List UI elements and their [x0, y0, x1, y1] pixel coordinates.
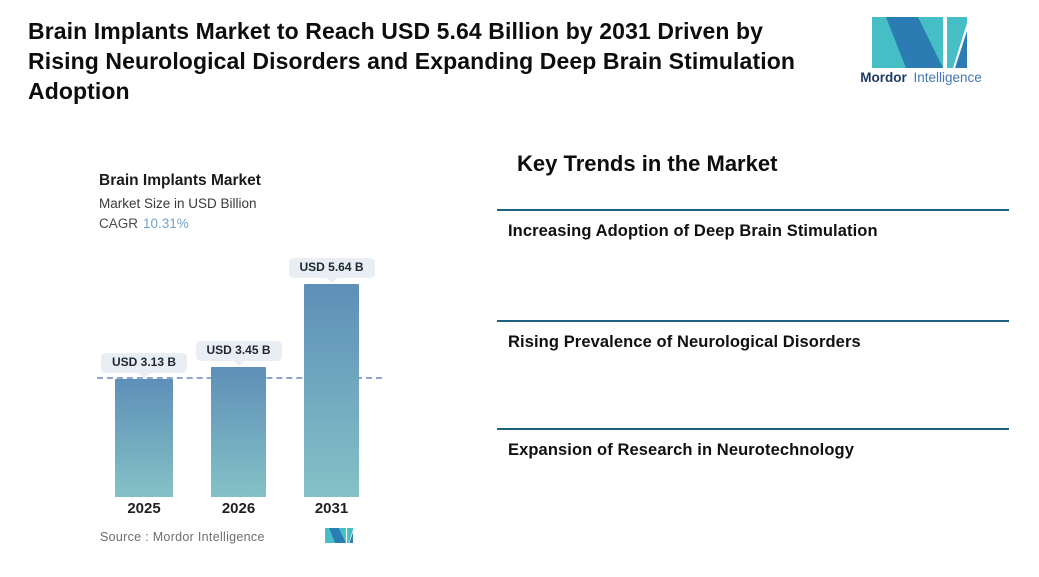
brand-wordmark: Mordor Intelligence	[856, 70, 986, 85]
chart-subtitle: Market Size in USD Billion	[99, 196, 257, 211]
source-text: Source : Mordor Intelligence	[100, 530, 265, 544]
bar-value-label: USD 3.45 B	[195, 341, 282, 361]
trends-heading: Key Trends in the Market	[517, 151, 778, 176]
mordor-intelligence-logo: Mordor Intelligence	[856, 17, 986, 85]
trend-row-3: Expansion of Research in Neurotechnology	[497, 428, 1009, 518]
trends-list: Increasing Adoption of Deep Brain Stimul…	[497, 209, 1009, 518]
x-axis-label: 2031	[314, 500, 349, 517]
bar-2026	[211, 367, 266, 497]
page-title-line-2: Rising Neurological Disorders and Expand…	[28, 48, 795, 74]
bar-value-label: USD 5.64 B	[288, 258, 375, 278]
mordor-intelligence-mini-logo-icon	[325, 528, 353, 543]
bar-2031	[304, 284, 359, 497]
trend-row-1: Increasing Adoption of Deep Brain Stimul…	[497, 209, 1009, 320]
bar-value-label: USD 3.13 B	[100, 353, 188, 373]
chart-source: Source : Mordor Intelligence	[100, 528, 400, 546]
chart-header: Brain Implants Market Market Size in USD…	[99, 172, 261, 231]
cagr-label: CAGR	[99, 216, 139, 231]
brand-wordmark-bold: Mordor	[860, 70, 907, 85]
bar-chart-plot: USD 3.13 B 2025 USD 3.45 B 2026 USD 5.64 B 20…	[0, 0, 440, 577]
cagr-value: 10.31%	[143, 216, 189, 231]
brand-wordmark-light: Intelligence	[913, 70, 982, 85]
chart-cagr: CAGR 10.31%	[99, 216, 261, 231]
trend-item-label: Increasing Adoption of Deep Brain Stimul…	[508, 222, 878, 240]
page-title: Brain Implants Market to Reach USD 5.64 …	[28, 16, 858, 106]
trend-item-label: Rising Prevalence of Neurological Disord…	[508, 333, 861, 351]
page-title-line-3: Adoption	[28, 78, 130, 104]
page-title-line-1: Brain Implants Market to Reach USD 5.64 …	[28, 18, 764, 44]
trend-item-label: Expansion of Research in Neurotechnology	[508, 441, 854, 459]
x-axis-label: 2026	[221, 500, 256, 517]
chart-title: Brain Implants Market	[99, 172, 261, 189]
x-axis-label: 2025	[127, 500, 161, 517]
trend-row-2: Rising Prevalence of Neurological Disord…	[497, 320, 1009, 428]
mordor-intelligence-logo-icon	[872, 17, 967, 68]
bar-2025	[115, 379, 173, 497]
